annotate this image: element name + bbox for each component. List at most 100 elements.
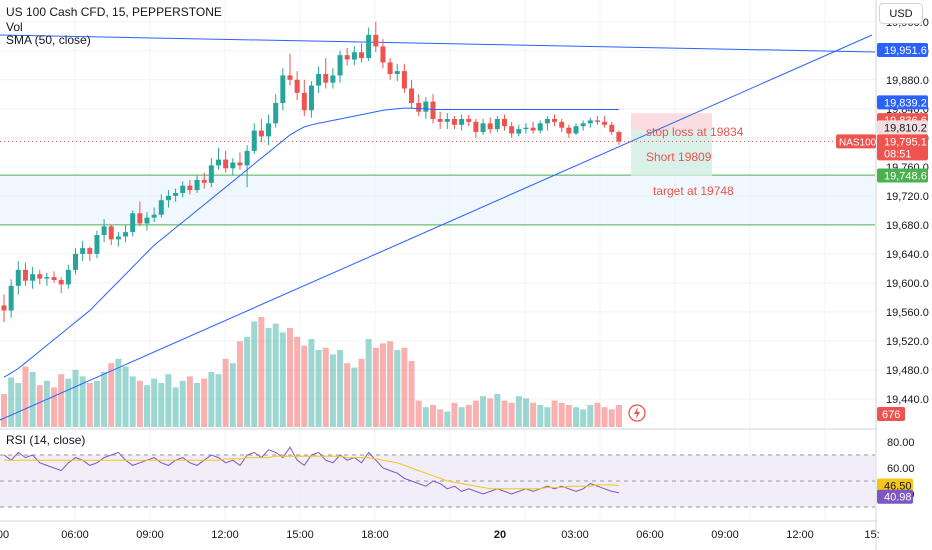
sma-legend: SMA (50, close) [6,33,91,47]
alert-lightning-icon [628,404,646,422]
candle-body [330,75,336,83]
candle-body [573,126,579,134]
price-tick-label: 19,680.0 [886,220,929,232]
candle-body [401,71,407,89]
candle-body [101,226,107,236]
entry-badge-bg [877,120,928,135]
volume-bar [136,380,143,427]
time-tick-label: 15: [864,529,879,541]
price-tick-label: 19,640.0 [886,249,929,261]
volume-bar [51,387,58,427]
candle-body [216,159,221,166]
candle-body [266,123,272,137]
volume-bar [544,407,551,427]
volume-bar [408,361,415,427]
volume-bar [387,341,394,427]
price-axis[interactable]: 19,960.019,920.019,880.019,840.019,800.0… [836,0,932,550]
volume-bar [465,405,472,427]
volume-bar [58,374,65,427]
currency-button[interactable]: USD [879,3,923,24]
candle-body [251,130,257,151]
time-tick-label: 00 [0,529,9,541]
target-zone [631,130,712,176]
volume-bar [472,400,479,427]
volume-bar [108,363,115,427]
volume-bar [515,396,522,427]
price-tick-label: 19,720.0 [886,191,929,203]
candle-body [394,71,400,74]
candle-body [344,55,350,60]
time-axis[interactable]: 00 06:00 09:00 12:00 15:00 18:00 20 03:00 06:00 0… [0,529,880,541]
candle-body [373,34,379,47]
rsi-legend: RSI (14, close) [6,433,86,447]
candle-body [80,248,86,254]
candle-body [509,126,515,134]
short-position-tool[interactable] [628,113,712,422]
rsi-pane [0,446,875,508]
candle-body [437,118,443,122]
price-tick-label: 19,600.0 [886,278,929,290]
candle-body [65,269,71,285]
candle-body [15,269,21,286]
sma-badge: 19,839.2 [877,95,928,110]
volume-bar [208,372,215,427]
volume-bar [279,332,286,427]
candle-body [416,103,422,112]
candle-body [273,103,279,124]
candle-body [466,118,472,122]
candle-body [201,179,207,183]
candle-body [180,185,186,193]
volume-bar [308,339,315,427]
candle-body [123,232,129,237]
alert-bolt [634,407,640,419]
target-label: target at 19748 [653,184,734,198]
rsi-badge: 40.98 [877,489,913,504]
volume-bar [8,377,15,427]
candle-body [530,127,536,131]
rsi-badge-bg [877,489,913,504]
volume-bar [315,350,322,427]
volume-bar [594,402,601,427]
candle-body [430,101,436,119]
volume-bar [36,385,43,427]
volume-bar [229,363,236,427]
time-tick-label: 12:00 [786,529,814,541]
last-price-bg [877,134,928,161]
candle-body [480,123,486,133]
volume-bar [451,402,458,427]
candle-body [451,118,457,125]
volume-bar [43,380,50,427]
candle-body [244,150,250,166]
candle-body [616,132,622,142]
rsi-ma-badge-bg [877,478,913,493]
volume-bar [251,321,258,427]
volume-bar [608,409,615,427]
entry-badge-text: 19,810.2 [884,122,927,134]
candle-body [130,213,136,233]
volume-bar [65,378,72,427]
symbol-tag: NAS100 [836,134,877,149]
volume-bar [358,358,365,427]
candle-body [208,165,214,183]
candle-body [444,118,450,122]
volume-histogram [1,317,622,427]
candle-body [409,88,415,104]
candle-body [516,129,522,134]
candle-body [566,127,572,134]
top-line-badge-text: 19,951.6 [884,45,927,57]
target-badge-text: 19,748.6 [884,171,927,183]
time-tick-label: 06:00 [636,529,664,541]
candle-body [609,124,615,133]
short-entry-label: Short 19809 [646,150,712,164]
symbol-tag-text: NAS100 [839,137,877,148]
time-tick-label: 20 [494,529,506,541]
candle-body [223,159,229,169]
volume-bar [480,396,487,427]
candle-body [37,274,43,279]
volume-bar [522,398,529,427]
volume-bar [415,400,422,427]
candle-body [602,121,608,125]
trend-lines[interactable] [0,34,876,421]
candle-body [165,195,171,201]
